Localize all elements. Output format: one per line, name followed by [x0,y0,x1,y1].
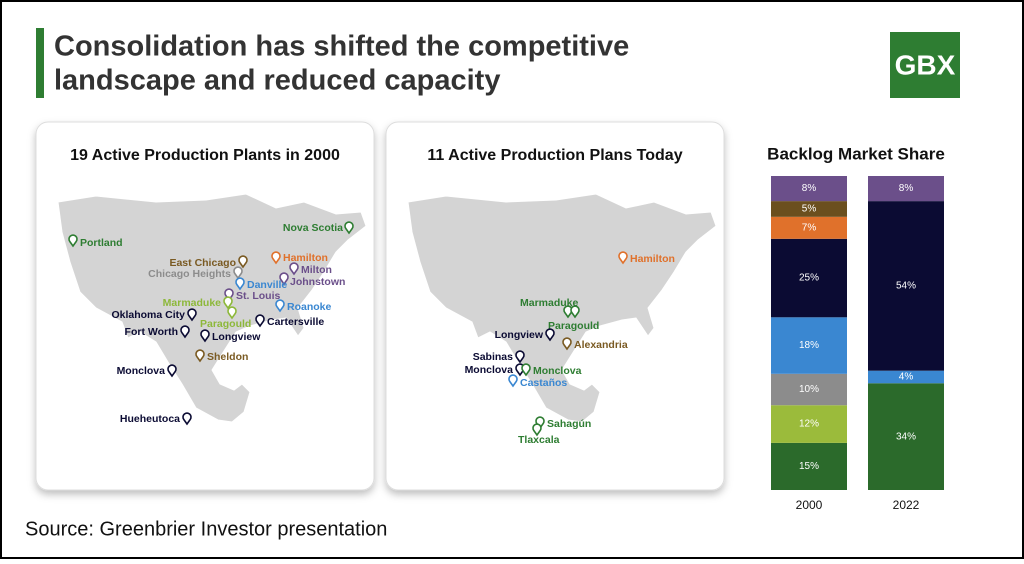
value-label: 12% [799,419,819,430]
pin [535,416,545,430]
value-label: 10% [799,384,819,395]
plant-label: Paragould [200,318,251,330]
plant-label: Longview [495,329,544,341]
bar-segment [771,201,847,217]
logo-text: GBX [895,49,956,80]
map-panel: 19 Active Production Plants in 2000 [35,121,375,491]
plant-label: Sabinas [473,351,513,363]
map-panel: 11 Active Production Plans Today [385,121,725,491]
pin [618,251,628,265]
pin [180,325,190,339]
pin [255,314,265,328]
source: Source: Greenbrier Investor presentation [25,518,387,540]
pin [271,251,281,265]
plant-label: St. Louis [236,290,280,302]
value-label: 54% [896,281,916,292]
plant-label: Hueheutoca [120,413,180,425]
value-label: 8% [802,183,817,194]
pin [200,329,210,343]
pin [235,277,245,291]
pin [182,412,192,426]
pin [344,221,354,235]
plant-label: Danville [247,279,287,291]
plant-label: Tlaxcala [518,434,560,446]
pin [233,266,243,280]
x-tick-label: 2022 [893,498,920,512]
plant-label: Longview [212,331,261,343]
plant-label: Sahagún [547,418,591,430]
plant-label: Monclova [533,365,582,377]
value-label: 15% [799,461,819,472]
chart-title: Backlog Market Share [767,144,945,163]
pin [521,363,531,377]
plant-label: Marmaduke [520,297,579,309]
pin [224,288,234,302]
bar-segment [771,442,847,490]
bar-segment [868,383,944,490]
plant-label: Paragould [548,320,599,332]
pin [187,308,197,322]
plant-label: Johnstown [290,276,345,288]
plant-label: Alexandria [574,339,628,351]
pin [167,364,177,378]
pin [238,255,248,269]
plant-label: Portland [80,237,123,249]
pin [289,262,299,276]
value-label: 34% [896,431,916,442]
value-label: 5% [802,204,817,215]
pin [515,350,525,364]
plant-label: Roanoke [287,301,332,313]
pin [279,272,289,286]
bar-segment [771,405,847,443]
plant-label: Cartersville [267,316,324,328]
plant-label: East Chicago [169,257,236,269]
pin [227,306,237,320]
plant-label: Oklahoma City [111,309,185,321]
bar-segment [868,370,944,384]
plant-label: Nova Scotia [283,222,343,234]
title-line: Consolidation has shifted the competitiv… [54,31,629,63]
plant-label: Milton [301,264,332,276]
value-label: 8% [899,183,914,194]
plant-label: Chicago Heights [148,268,231,280]
marks: Nova Scotia Portland Hamilton East Chicago M… [68,176,944,512]
pin [532,423,542,437]
bar-segment [868,176,944,202]
pin [275,299,285,313]
map-title: 11 Active Production Plans Today [427,147,682,164]
value-label: 7% [802,222,817,233]
logo [890,32,960,98]
x-tick-label: 2000 [796,498,823,512]
title-line: landscape and reduced capacity [54,65,500,97]
plant-label: Castaños [520,377,567,389]
bar-segment [868,201,944,371]
accent-bar [36,28,44,98]
plant-label: Hamilton [630,253,675,265]
bar-segment [771,216,847,239]
bar-segment [771,176,847,202]
plant-label: Hamilton [283,252,328,264]
pin [508,374,518,388]
plant-label: Monclova [117,365,166,377]
value-label: 4% [899,372,914,383]
plant-label: Monclova [465,364,514,376]
pin [545,328,555,342]
pin [570,305,580,319]
pin [223,296,233,310]
pin [562,337,572,351]
bar-segment [771,317,847,374]
plant-label: Marmaduke [163,297,222,309]
value-label: 25% [799,273,819,284]
bar-segment [771,238,847,318]
pin [68,234,78,248]
value-label: 18% [799,340,819,351]
plant-label: Fort Worth [125,326,178,338]
bar-segment [771,373,847,406]
plant-label: Sheldon [207,351,248,363]
pin [195,349,205,363]
map-title: 19 Active Production Plants in 2000 [70,147,340,164]
